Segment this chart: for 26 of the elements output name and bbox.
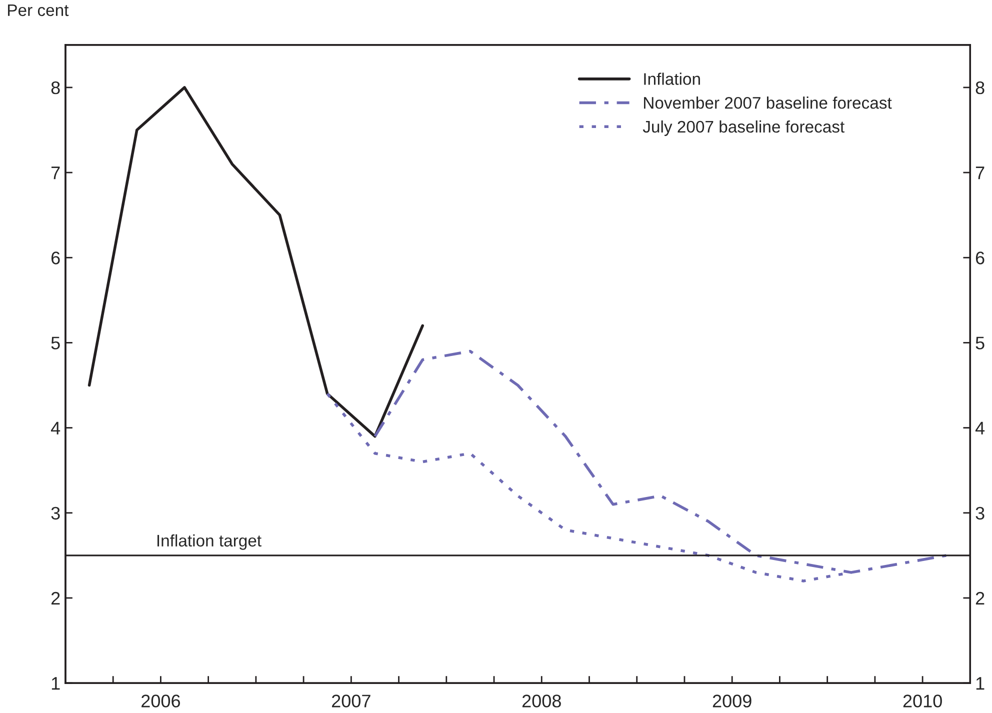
y-tick-label: 7 <box>51 166 60 180</box>
legend-label: Inflation <box>644 72 700 85</box>
y2-tick-label: 2 <box>976 592 984 605</box>
y2-tick-label: 7 <box>976 166 984 180</box>
legend-label: November 2007 baseline forecast <box>644 96 892 109</box>
x-tick-label: 2007 <box>332 694 370 708</box>
y-tick-label: 4 <box>50 422 60 434</box>
y-tick-label: 1 <box>52 677 60 690</box>
y-tick-label: 2 <box>51 592 60 605</box>
x-tick-label: 2010 <box>903 694 942 708</box>
y-tick-label: 6 <box>51 252 60 264</box>
y2-tick-label: 5 <box>976 336 984 350</box>
y2-tick-label: 3 <box>976 506 984 520</box>
x-tick-label: 2006 <box>142 694 180 708</box>
y-tick-label: 3 <box>51 506 60 520</box>
y2-tick-label: 4 <box>975 422 985 434</box>
y2-tick-label: 8 <box>976 81 984 94</box>
y-tick-label: 5 <box>51 336 60 350</box>
y-axis-title: Per cent <box>8 4 69 16</box>
y2-tick-label: 6 <box>976 252 984 264</box>
y-tick-label: 8 <box>51 81 60 94</box>
x-tick-label: 2009 <box>712 694 752 708</box>
y2-tick-label: 1 <box>976 677 984 690</box>
x-tick-label: 2008 <box>522 694 561 708</box>
legend-label: July 2007 baseline forecast <box>642 120 844 136</box>
ref-line-label: Inflation target <box>157 534 262 550</box>
